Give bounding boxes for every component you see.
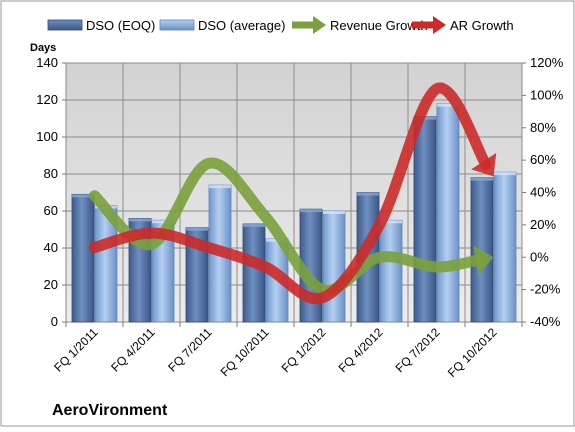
bar-top-highlight [152,220,174,224]
bars [71,103,517,323]
bar-top-highlight [72,194,94,198]
legend-label: Revenue Growth [330,18,428,33]
legend-label: DSO (average) [198,18,285,33]
growth-arrows [89,82,497,305]
legend-swatch [47,19,83,31]
bar-top-highlight [243,223,265,227]
bar [379,219,403,323]
chart-title: AeroVironment [52,402,168,419]
bar-top-highlight [494,172,516,176]
y-tick-label: 20 [44,277,58,292]
bar-top-highlight [186,227,208,231]
legend-label: AR Growth [450,18,514,33]
y-tick-label: 100 [36,129,58,144]
legend: DSO (EOQ) DSO (average) Revenue Growth AR G… [47,16,514,34]
bar [493,171,517,323]
y2-tick-label: 20% [530,217,556,232]
y2-tick-label: -40% [530,314,561,329]
y2-tick-label: 60% [530,152,556,167]
y-tick-label: 140 [36,55,58,70]
y-tick-label: 60 [44,203,58,218]
legend-swatch [159,19,195,31]
y2-tick-label: -20% [530,282,561,297]
y2-tick-label: 120% [530,55,564,70]
bar [322,210,346,323]
bar [242,223,266,323]
y2-tick-label: 40% [530,185,556,200]
bar [413,116,437,323]
series-arrowhead [473,245,494,276]
y-tick-label: 80 [44,166,58,181]
bar-top-highlight [380,220,402,224]
legend-arrowhead [433,16,446,34]
bar-top-highlight [129,218,151,222]
bar [71,193,95,323]
series-arrowhead [471,153,497,177]
bar [436,103,460,323]
bar-top-highlight [471,177,493,181]
y-tick-label: 0 [51,314,58,329]
legend-arrowhead [313,16,326,34]
legend-label: DSO (EOQ) [86,18,155,33]
y2-tick-label: 80% [530,120,556,135]
bar-top-highlight [357,192,379,196]
bar-top-highlight [437,103,459,107]
series-line [89,157,486,296]
y-axis-label: Days [30,42,56,54]
bar-top-highlight [300,209,322,213]
y-tick-label: 120 [36,92,58,107]
series-line [89,82,492,305]
bar-top-highlight [323,211,345,214]
y-tick-label: 40 [44,240,58,255]
y2-tick-label: 0% [530,249,549,264]
bar-top-highlight [209,185,231,189]
y2-tick-label: 100% [530,87,564,102]
